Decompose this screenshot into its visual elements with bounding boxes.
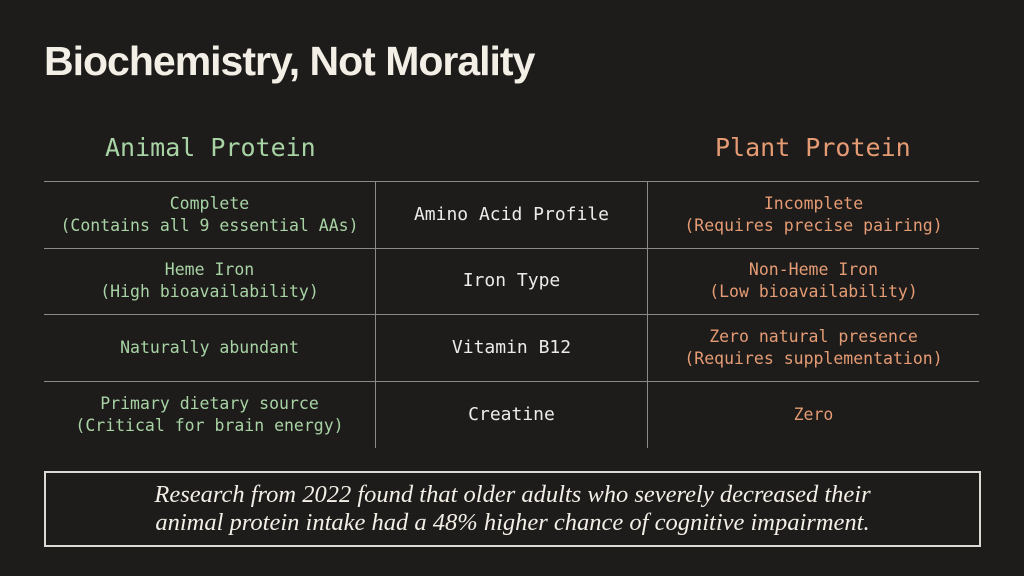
- animal-cell: Complete (Contains all 9 essential AAs): [44, 182, 376, 248]
- metric-cell: Vitamin B12: [376, 315, 648, 381]
- plant-protein-header: Plant Protein: [715, 133, 911, 162]
- plant-cell: Zero: [648, 382, 979, 449]
- plant-cell-main: Non-Heme Iron: [748, 260, 879, 280]
- slide-title: Biochemistry, Not Morality: [44, 38, 535, 84]
- plant-cell-main: Zero: [793, 404, 834, 424]
- plant-cell: Zero natural presence (Requires suppleme…: [648, 315, 979, 381]
- table-row-vitamin-b12: Naturally abundant Vitamin B12 Zero natu…: [44, 315, 979, 382]
- comparison-table: Complete (Contains all 9 essential AAs) …: [44, 181, 979, 449]
- plant-cell-main: Zero natural presence: [709, 326, 918, 346]
- animal-cell-note: (Critical for brain energy): [75, 415, 344, 435]
- plant-cell-main: Incomplete: [763, 193, 864, 213]
- table-row-creatine: Primary dietary source (Critical for bra…: [44, 381, 979, 449]
- table-row-amino-acid: Complete (Contains all 9 essential AAs) …: [44, 182, 979, 249]
- plant-cell-note: (Requires supplementation): [684, 348, 943, 368]
- animal-cell-main: Heme Iron: [164, 260, 255, 280]
- plant-cell-note: (Requires precise pairing): [684, 215, 943, 235]
- research-quote-box: Research from 2022 found that older adul…: [44, 471, 981, 547]
- animal-cell-note: (Contains all 9 essential AAs): [60, 215, 359, 235]
- plant-cell: Non-Heme Iron (Low bioavailability): [648, 249, 979, 315]
- animal-protein-header: Animal Protein: [105, 133, 316, 162]
- quote-line-2: animal protein intake had a 48% higher c…: [155, 509, 870, 536]
- animal-cell-main: Naturally abundant: [120, 337, 299, 357]
- plant-cell-note: (Low bioavailability): [709, 282, 918, 302]
- animal-cell-main: Primary dietary source: [100, 393, 319, 413]
- plant-cell: Incomplete (Requires precise pairing): [648, 182, 979, 248]
- metric-cell: Amino Acid Profile: [376, 182, 648, 248]
- table-row-iron-type: Heme Iron (High bioavailability) Iron Ty…: [44, 248, 979, 315]
- animal-cell: Heme Iron (High bioavailability): [44, 248, 376, 314]
- metric-cell: Creatine: [376, 381, 648, 448]
- animal-cell: Primary dietary source (Critical for bra…: [44, 381, 376, 448]
- quote-line-1: Research from 2022 found that older adul…: [154, 481, 871, 508]
- metric-cell: Iron Type: [376, 248, 648, 314]
- animal-cell-main: Complete: [169, 193, 250, 213]
- animal-cell: Naturally abundant: [44, 315, 376, 381]
- animal-cell-note: (High bioavailability): [100, 282, 319, 302]
